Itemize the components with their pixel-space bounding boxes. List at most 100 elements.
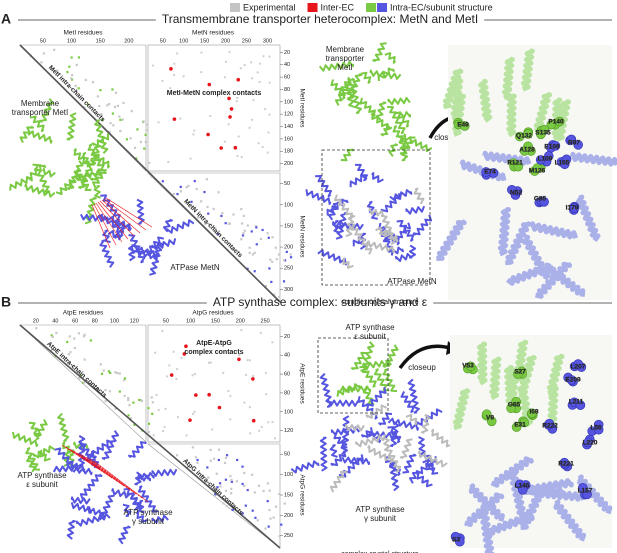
contact-dot xyxy=(55,331,58,335)
contact-dot xyxy=(172,350,175,353)
tick-label: 50 xyxy=(160,38,166,44)
tick-label: 50 xyxy=(284,181,290,187)
axis-label: AtpE residues xyxy=(63,310,104,317)
contact-dot xyxy=(262,489,265,493)
contact-dot xyxy=(219,146,224,150)
helix xyxy=(365,404,388,419)
helix xyxy=(533,91,553,134)
contact-dot xyxy=(264,284,268,288)
tick-label: 100 xyxy=(186,318,195,324)
contact-dot xyxy=(275,258,278,261)
subunit-label: transporter MetI xyxy=(12,108,68,117)
residue-sphere xyxy=(532,163,543,173)
contact-dot xyxy=(67,353,70,356)
contact-dot xyxy=(77,56,81,59)
contact-line xyxy=(103,198,147,231)
residue-sphere xyxy=(559,457,570,468)
dashed-box xyxy=(317,337,389,414)
helix xyxy=(130,493,140,511)
contact-dot xyxy=(253,270,256,273)
helix xyxy=(25,447,41,471)
contact-dot xyxy=(265,393,268,396)
subunit-label: ATPase MetN xyxy=(387,277,436,286)
helix xyxy=(318,60,355,72)
helix xyxy=(366,386,387,407)
contact-dot xyxy=(209,459,212,462)
helix xyxy=(412,214,433,236)
contact-line xyxy=(93,460,149,503)
residue-label: E209 xyxy=(565,377,581,384)
helix xyxy=(79,473,103,500)
contact-dot xyxy=(224,489,228,492)
contact-dot xyxy=(185,186,188,189)
helix xyxy=(344,423,365,432)
contact-dot xyxy=(214,226,217,230)
helix xyxy=(340,148,355,162)
contact-dot xyxy=(217,458,220,462)
helix xyxy=(482,150,532,166)
helix xyxy=(332,221,364,231)
contact-dot xyxy=(253,491,256,494)
contact-dot xyxy=(100,372,104,375)
residue-sphere xyxy=(573,140,583,150)
contact-dot xyxy=(118,115,121,118)
contact-dot xyxy=(193,179,196,183)
contact-dot xyxy=(175,454,179,457)
helix xyxy=(384,52,397,64)
residue-label: L207 xyxy=(571,364,586,371)
tick-label: 20 xyxy=(284,50,290,56)
contact-dot xyxy=(211,428,214,431)
contact-dot xyxy=(132,401,135,404)
helix xyxy=(28,421,41,440)
tick-label: 120 xyxy=(284,428,293,434)
contact-line xyxy=(99,200,135,237)
contact-dot xyxy=(144,140,147,144)
contact-dot xyxy=(173,62,176,65)
helix xyxy=(359,365,377,388)
helix xyxy=(522,234,551,281)
helix xyxy=(136,499,145,514)
residue-label: G65 xyxy=(508,402,521,409)
contact-dot xyxy=(129,137,132,140)
residue-label: E31 xyxy=(514,422,526,429)
contact-dot xyxy=(182,352,187,356)
contact-dot xyxy=(220,214,223,218)
residue-sphere xyxy=(578,482,588,493)
contact-dot xyxy=(150,175,153,178)
legend-label: Intra-EC/subunit structure xyxy=(390,2,493,12)
helix xyxy=(417,450,448,468)
legend-label: Experimental xyxy=(243,2,296,12)
contact-dot xyxy=(249,432,252,435)
residue-sphere xyxy=(573,359,583,369)
contact-dot xyxy=(188,418,192,422)
arrow xyxy=(398,344,451,370)
helix xyxy=(407,378,420,414)
contact-dot xyxy=(108,390,112,393)
helix xyxy=(416,471,433,488)
helix xyxy=(413,187,425,205)
contact-dot xyxy=(237,357,241,362)
tick-label: 40 xyxy=(52,318,58,324)
contact-dot xyxy=(75,63,78,67)
contact-dot xyxy=(200,71,203,74)
contact-dot xyxy=(223,461,227,465)
residue-sphere xyxy=(513,161,524,172)
diagonal xyxy=(19,44,281,303)
tick-label: 100 xyxy=(284,472,293,478)
residue-label: E74 xyxy=(484,169,496,176)
contact-dot xyxy=(230,480,233,483)
residue-label: L56 xyxy=(590,425,602,432)
residue-label: S27 xyxy=(514,369,526,376)
helix xyxy=(360,71,372,84)
residue-sphere xyxy=(561,154,572,165)
contact-dot xyxy=(222,502,225,505)
contact-dot xyxy=(100,113,103,116)
contact-dot xyxy=(239,67,242,70)
helix xyxy=(39,98,54,123)
helix xyxy=(334,77,356,106)
contact-dot xyxy=(133,146,137,149)
helix xyxy=(335,211,348,240)
helix xyxy=(409,470,420,484)
tick-label: 120 xyxy=(284,112,293,118)
contact-dot xyxy=(169,67,173,71)
